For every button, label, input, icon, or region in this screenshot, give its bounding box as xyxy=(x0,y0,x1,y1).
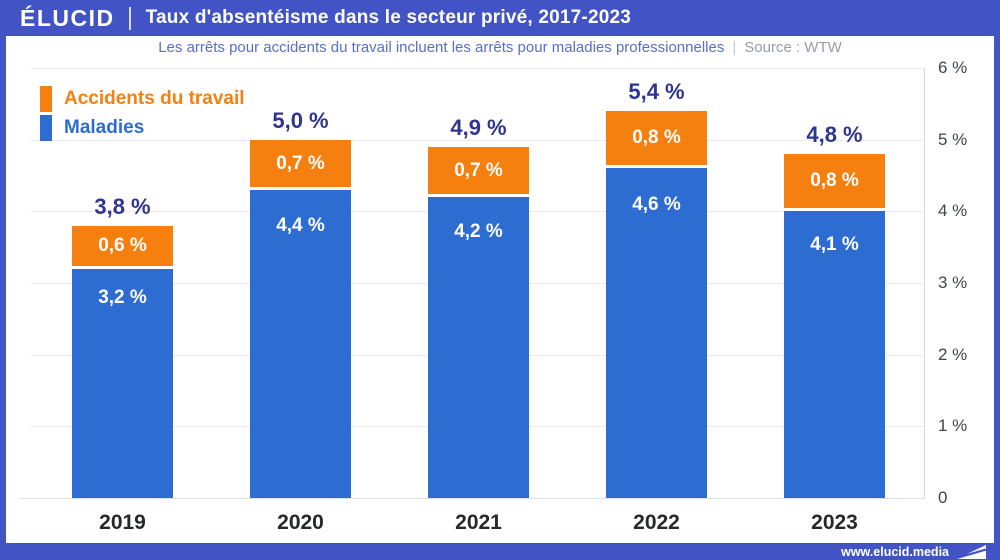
x-axis-label: 2022 xyxy=(633,511,680,534)
bar-segment-accidents: 0,8 % xyxy=(606,111,707,168)
bar-total-label: 4,9 % xyxy=(450,115,507,140)
subtitle-text: Les arrêts pour accidents du travail inc… xyxy=(158,39,725,56)
elucid-logo: ÉLUCID xyxy=(20,5,115,31)
gridline xyxy=(30,140,925,141)
frame-border-left xyxy=(0,36,6,560)
legend-label-maladies: Maladies xyxy=(64,116,145,138)
y-tick-label: 3 % xyxy=(938,273,968,292)
bar-segment-accidents: 0,7 % xyxy=(428,147,529,197)
legend-swatch-accidents xyxy=(40,85,52,112)
footer-url: www.elucid.media xyxy=(841,544,949,559)
footer-bar: www.elucid.media xyxy=(0,543,1000,560)
elucid-arrow-icon xyxy=(956,545,986,559)
y-tick-label: 0 xyxy=(938,488,948,507)
bar-group: 5,0 % 0,7 % 4,4 % xyxy=(250,108,351,498)
bar-total-label: 5,4 % xyxy=(628,79,685,104)
y-tick-label: 1 % xyxy=(938,416,968,435)
gridline xyxy=(30,68,925,69)
bar-segment-maladies: 4,4 % xyxy=(250,190,351,498)
segment-value-label: 4,2 % xyxy=(454,221,503,243)
y-tick-label: 6 % xyxy=(938,58,968,77)
bar-segment-maladies: 4,6 % xyxy=(606,168,707,498)
legend-item-accidents: Accidents du travail xyxy=(40,84,245,113)
bar-group: 3,8 % 0,6 % 3,2 % xyxy=(72,194,173,498)
header-divider xyxy=(128,6,131,30)
y-axis-line xyxy=(924,68,925,498)
segment-value-label: 0,8 % xyxy=(632,127,681,148)
legend-item-maladies: Maladies xyxy=(40,113,245,142)
chart-plot-area: 6 % 5 % 4 % 3 % 2 % 1 % 0 3,8 % 0,6 % 3,2 % 5,0 % 0… xyxy=(20,58,967,507)
bar-total-label: 4,8 % xyxy=(806,122,863,147)
page-title: Taux d'absentéisme dans le secteur privé… xyxy=(145,7,632,28)
subtitle-row: Les arrêts pour accidents du travail inc… xyxy=(0,39,1000,56)
bar-segment-accidents: 0,6 % xyxy=(72,226,173,269)
bar-total-label: 5,0 % xyxy=(272,108,329,133)
bar-group: 4,8 % 0,8 % 4,1 % xyxy=(784,122,885,498)
bar-segment-accidents: 0,8 % xyxy=(784,154,885,211)
segment-value-label: 0,6 % xyxy=(98,235,147,256)
segment-value-label: 0,8 % xyxy=(810,170,859,191)
x-axis-label: 2023 xyxy=(811,511,858,534)
bar-segment-accidents: 0,7 % xyxy=(250,140,351,190)
segment-value-label: 4,6 % xyxy=(632,194,681,216)
legend-swatch-maladies xyxy=(40,114,52,141)
header-bar: ÉLUCID Taux d'absentéisme dans le secteu… xyxy=(0,0,1000,36)
segment-value-label: 3,2 % xyxy=(98,287,147,309)
segment-value-label: 0,7 % xyxy=(454,159,503,181)
frame-border-right xyxy=(994,36,1000,560)
source-label: Source : WTW xyxy=(744,39,842,56)
bar-total-label: 3,8 % xyxy=(94,194,151,219)
y-tick-label: 5 % xyxy=(938,130,968,149)
x-axis-label: 2019 xyxy=(99,511,146,534)
legend-label-accidents: Accidents du travail xyxy=(64,87,245,109)
bar-segment-maladies: 4,1 % xyxy=(784,211,885,498)
gridline xyxy=(20,498,925,499)
y-tick-label: 2 % xyxy=(938,345,968,364)
subtitle-separator: | xyxy=(732,39,737,56)
x-axis-label: 2020 xyxy=(277,511,324,534)
x-axis-label: 2021 xyxy=(455,511,502,534)
y-tick-label: 4 % xyxy=(938,201,968,220)
segment-value-label: 0,7 % xyxy=(276,152,325,174)
bar-group: 5,4 % 0,8 % 4,6 % xyxy=(606,79,707,498)
legend: Accidents du travail Maladies xyxy=(40,84,245,142)
segment-value-label: 4,4 % xyxy=(276,214,325,236)
bar-segment-maladies: 4,2 % xyxy=(428,197,529,498)
bar-segment-maladies: 3,2 % xyxy=(72,269,173,498)
bar-group: 4,9 % 0,7 % 4,2 % xyxy=(428,115,529,498)
segment-value-label: 4,1 % xyxy=(810,233,859,255)
